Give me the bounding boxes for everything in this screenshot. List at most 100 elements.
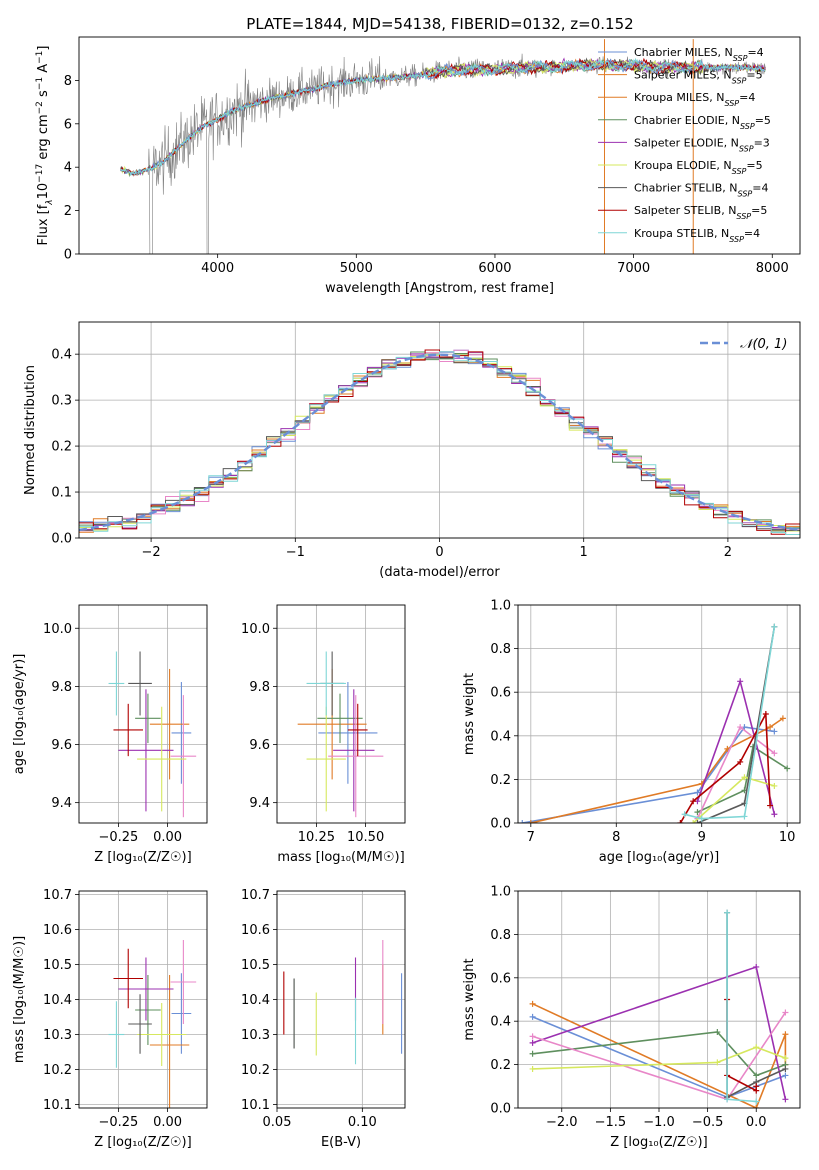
x-tick-label: 0.00 <box>153 1115 182 1130</box>
series-marker <box>782 1055 789 1062</box>
x-axis-label: mass [log₁₀(M/M☉)] <box>277 850 404 865</box>
y-tick-label: 0.8 <box>490 642 511 657</box>
y-tick-label: 0.4 <box>490 729 511 744</box>
y-tick-label: 10.1 <box>241 1098 270 1113</box>
spectrum-model-line <box>120 57 766 177</box>
spectrum-lines <box>120 39 766 254</box>
y-tick-label: 9.6 <box>249 738 270 753</box>
y-tick-label: 6 <box>64 117 72 132</box>
series-marker <box>753 1105 760 1108</box>
axes-spectrum: 4000 5000 6000 7000 8000 0 2 4 6 8 wavelength [Ang… <box>35 36 801 296</box>
y-tick-label: 0.6 <box>490 971 511 986</box>
histogram-series <box>79 351 800 535</box>
legend-entry: Kroupa STELIB, NSSP=4 <box>634 227 760 244</box>
x-tick-label: 8000 <box>756 261 789 276</box>
legend-entry: Salpeter STELIB, NSSP=5 <box>634 204 767 221</box>
y-tick-label: 10.4 <box>43 993 72 1008</box>
series-marker <box>753 1083 760 1090</box>
axes-mass_weight_vs_Z: −2.0 −1.5 −1.0 −0.5 0.0 0.0 0.2 0.4 0.6 0.8 1.0 Z [… <box>462 885 801 1150</box>
x-tick-label: 7 <box>527 830 535 845</box>
series-marker <box>771 811 778 818</box>
series-marker <box>741 774 748 781</box>
x-axis-label: age [log₁₀(age/yr)] <box>599 850 720 865</box>
x-tick-label: 0.0 <box>746 1115 767 1130</box>
y-tick-label: 2 <box>64 204 72 219</box>
series-marker <box>753 963 760 970</box>
x-tick-label: −2 <box>142 545 161 560</box>
series-marker <box>724 1096 731 1103</box>
series-marker <box>529 1033 536 1040</box>
series-marker <box>690 820 697 823</box>
series-marker <box>782 1009 789 1016</box>
x-tick-label: 0.10 <box>348 1115 377 1130</box>
series-lines <box>529 909 789 1108</box>
y-tick-label: 10.6 <box>43 923 72 938</box>
series-marker <box>529 1065 536 1072</box>
series-marker <box>737 724 744 731</box>
series-line <box>532 1031 786 1077</box>
legend-entry: Kroupa ELODIE, NSSP=5 <box>634 159 763 176</box>
series-marker <box>529 1050 536 1057</box>
y-tick-label: 0.3 <box>51 394 72 409</box>
y-axis-label: Flux [fλ10−17 erg cm−2 s−1 A−1] <box>35 46 55 246</box>
series-line <box>522 726 775 823</box>
y-axis-label: age [log₁₀(age/yr)] <box>12 654 27 775</box>
axes-mass_vs_Z: −0.25 0.00 10.1 10.2 10.3 10.4 10.5 10.6 10.7 Z [… <box>12 888 208 1150</box>
y-tick-label: 10.6 <box>241 923 270 938</box>
legend-entry: Chabrier ELODIE, NSSP=5 <box>634 114 771 131</box>
spectrum-legend: Chabrier MILES, NSSP=4 Salpeter MILES, NS… <box>598 46 771 243</box>
y-tick-label: 10.3 <box>43 1028 72 1043</box>
errorbars <box>108 940 197 1108</box>
axes-frame <box>517 604 801 824</box>
series-line <box>679 711 771 823</box>
series-marker <box>690 798 697 805</box>
y-tick-label: 0 <box>64 248 72 263</box>
series-marker <box>529 1039 536 1046</box>
y-tick-label: 1.0 <box>490 885 511 900</box>
y-axis-label: mass weight <box>462 958 477 1040</box>
legend-entry: Chabrier MILES, NSSP=4 <box>634 46 764 63</box>
y-tick-label: 9.4 <box>51 796 72 811</box>
y-tick-label: 10.2 <box>241 1063 270 1078</box>
series-marker <box>529 1013 536 1020</box>
y-tick-label: 10.0 <box>43 622 72 637</box>
errorbars <box>108 651 197 818</box>
axes-frame <box>78 604 208 824</box>
x-tick-label: −1.0 <box>643 1115 675 1130</box>
y-tick-label: 0.8 <box>490 928 511 943</box>
series-marker <box>694 820 701 823</box>
series-lines <box>519 623 791 823</box>
y-tick-label: 1.0 <box>490 599 511 614</box>
x-tick-label: −2.0 <box>546 1115 578 1130</box>
series-marker <box>694 809 701 816</box>
y-tick-label: 9.4 <box>249 796 270 811</box>
y-tick-label: 8 <box>64 74 72 89</box>
series-marker <box>771 728 778 735</box>
y-tick-label: 9.8 <box>249 680 270 695</box>
axes-mass_vs_EBV: 0.05 0.10 10.1 10.2 10.3 10.4 10.5 10.6 10.7 E(B-… <box>241 888 406 1150</box>
axes-frame <box>78 890 208 1109</box>
x-tick-label: 5000 <box>340 261 373 276</box>
x-axis-label: Z [log₁₀(Z/Z☉)] <box>94 1135 191 1150</box>
y-tick-label: 0.0 <box>490 817 511 832</box>
x-axis-label: E(B-V) <box>321 1135 361 1150</box>
x-tick-label: −0.25 <box>98 1115 138 1130</box>
x-tick-label: 10 <box>779 830 796 845</box>
series-marker <box>714 1029 721 1036</box>
y-tick-label: 0.6 <box>490 686 511 701</box>
y-tick-label: 4 <box>64 161 72 176</box>
histogram-lines <box>79 349 800 538</box>
y-axis-label: Normed distribution <box>23 365 38 495</box>
series-marker <box>753 1044 760 1051</box>
residual-legend: 𝒩(0, 1) <box>700 337 787 352</box>
y-tick-label: 0.2 <box>51 440 72 455</box>
x-tick-label: 1 <box>580 545 588 560</box>
x-tick-label: 0.00 <box>153 830 182 845</box>
series-marker <box>681 811 688 818</box>
x-tick-label: 6000 <box>478 261 511 276</box>
x-axis-label: Z [log₁₀(Z/Z☉)] <box>610 1135 707 1150</box>
y-tick-label: 0.2 <box>490 773 511 788</box>
y-tick-label: 10.3 <box>241 1028 270 1043</box>
series-marker <box>529 1000 536 1007</box>
